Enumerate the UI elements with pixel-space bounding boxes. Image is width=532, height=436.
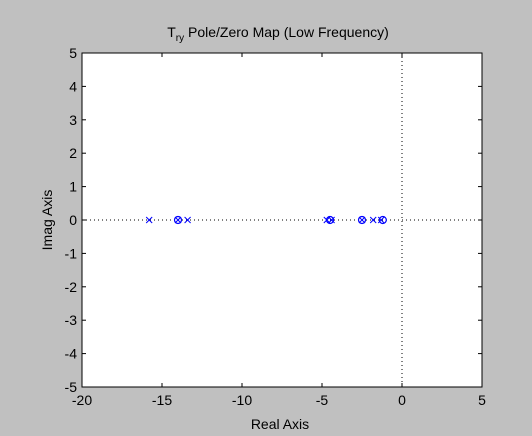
pole-marker [328, 216, 335, 224]
pole-marker [174, 216, 182, 224]
pole-zero-markers [145, 215, 387, 225]
y-tick-label: -2 [65, 279, 78, 295]
y-tick-label: -4 [65, 346, 78, 362]
chart-title: Try Pole/Zero Map (Low Frequency) [167, 24, 389, 44]
y-tick-label: 5 [69, 45, 77, 61]
y-tick-label: 3 [69, 112, 77, 128]
x-tick-label: -20 [72, 392, 92, 408]
y-axis-label: Imag Axis [39, 190, 55, 251]
zero-marker [357, 215, 367, 225]
zero-marker [378, 215, 387, 225]
x-tick-label: -10 [232, 392, 252, 408]
x-tick-label: 0 [398, 392, 406, 408]
pole-marker [358, 216, 366, 224]
x-tick-label: -15 [152, 392, 172, 408]
title-main: T [167, 24, 176, 40]
x-axis-label: Real Axis [251, 416, 309, 432]
y-tick-label: -3 [65, 312, 78, 328]
y-tick-label: 4 [69, 78, 77, 94]
pole-marker [184, 216, 191, 224]
y-tick-label: 0 [69, 212, 77, 228]
pole-marker [377, 216, 385, 224]
pole-marker [369, 216, 377, 224]
zero-marker [173, 215, 183, 225]
title-subscript: ry [176, 33, 184, 44]
zero-marker [325, 215, 335, 225]
y-tick-label: -1 [65, 245, 78, 261]
title-rest: Pole/Zero Map (Low Frequency) [184, 24, 389, 40]
x-tick-label: 5 [478, 392, 486, 408]
y-tick-label: 2 [69, 145, 77, 161]
x-tick-label: -5 [316, 392, 329, 408]
pole-marker [145, 216, 153, 224]
y-tick-label: -5 [65, 379, 78, 395]
y-tick-label: 1 [69, 179, 77, 195]
